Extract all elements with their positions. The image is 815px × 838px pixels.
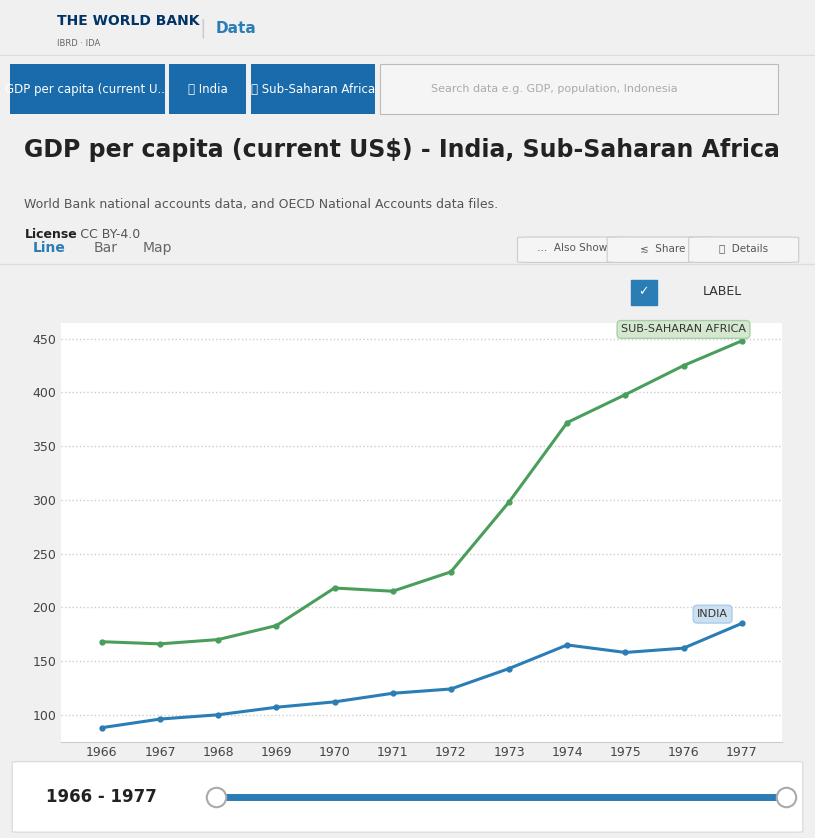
FancyBboxPatch shape (380, 64, 778, 114)
FancyBboxPatch shape (631, 280, 657, 305)
Text: ≲  Share: ≲ Share (640, 243, 685, 253)
Text: IBRD · IDA: IBRD · IDA (57, 39, 100, 49)
FancyBboxPatch shape (518, 237, 628, 262)
Text: Bar: Bar (94, 241, 117, 255)
Text: ✓: ✓ (639, 285, 649, 298)
FancyBboxPatch shape (169, 64, 246, 114)
FancyBboxPatch shape (689, 237, 799, 262)
Text: License: License (24, 228, 77, 241)
Text: ⓘ  Details: ⓘ Details (719, 243, 769, 253)
Text: Data: Data (216, 21, 257, 35)
FancyBboxPatch shape (607, 237, 717, 262)
FancyBboxPatch shape (12, 762, 803, 832)
Text: GDP per capita (current U...: GDP per capita (current U... (6, 83, 169, 96)
Text: |: | (200, 18, 206, 38)
Text: …  Also Show: … Also Show (537, 243, 608, 253)
Text: SUB-SAHARAN AFRICA: SUB-SAHARAN AFRICA (621, 324, 746, 334)
Text: Line: Line (33, 241, 65, 255)
FancyBboxPatch shape (10, 64, 165, 114)
Text: GDP per capita (current US$) - India, Sub-Saharan Africa: GDP per capita (current US$) - India, Su… (24, 138, 780, 163)
Text: THE WORLD BANK: THE WORLD BANK (57, 14, 200, 28)
Text: LABEL: LABEL (703, 285, 742, 298)
Text: 1966 - 1977: 1966 - 1977 (46, 788, 157, 806)
Text: ⌖ India: ⌖ India (188, 83, 227, 96)
FancyBboxPatch shape (251, 64, 375, 114)
Text: Search data e.g. GDP, population, Indonesia: Search data e.g. GDP, population, Indone… (431, 85, 677, 94)
Text: : CC BY-4.0: : CC BY-4.0 (72, 228, 140, 241)
Text: World Bank national accounts data, and OECD National Accounts data files.: World Bank national accounts data, and O… (24, 199, 499, 211)
Text: Map: Map (143, 241, 172, 255)
Text: INDIA: INDIA (697, 609, 728, 619)
Text: ⌖ Sub-Saharan Africa: ⌖ Sub-Saharan Africa (251, 83, 375, 96)
